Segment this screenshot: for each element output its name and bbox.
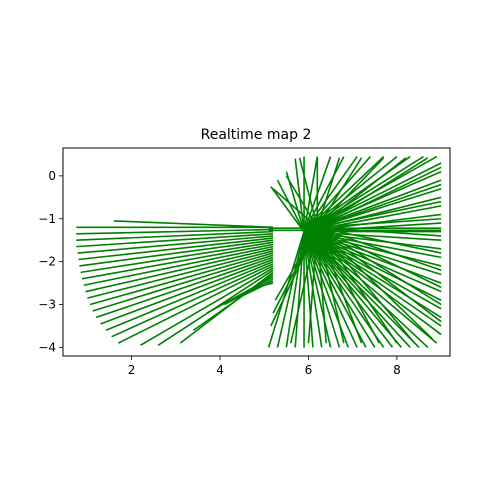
- ray-segment: [87, 251, 273, 298]
- x-tick-label: 6: [305, 363, 313, 377]
- x-tick-label: 2: [128, 363, 136, 377]
- y-tick-label: −1: [38, 212, 56, 226]
- ray-segment: [114, 221, 273, 227]
- y-axis: 0 −1 −2 −3 −4: [38, 169, 63, 355]
- y-tick-label: −4: [38, 340, 56, 354]
- y-tick-label: −2: [38, 255, 56, 269]
- chart-title: Realtime map 2: [201, 127, 312, 143]
- x-axis: 2 4 6 8: [128, 356, 401, 377]
- x-tick-label: 8: [393, 363, 401, 377]
- y-tick-label: 0: [48, 169, 56, 183]
- ray-segment: [78, 238, 273, 259]
- x-tick-label: 4: [216, 363, 224, 377]
- ray-segment: [286, 232, 304, 348]
- ray-segment: [269, 232, 304, 348]
- y-tick-label: −3: [38, 298, 56, 312]
- ray-lines: [76, 157, 441, 348]
